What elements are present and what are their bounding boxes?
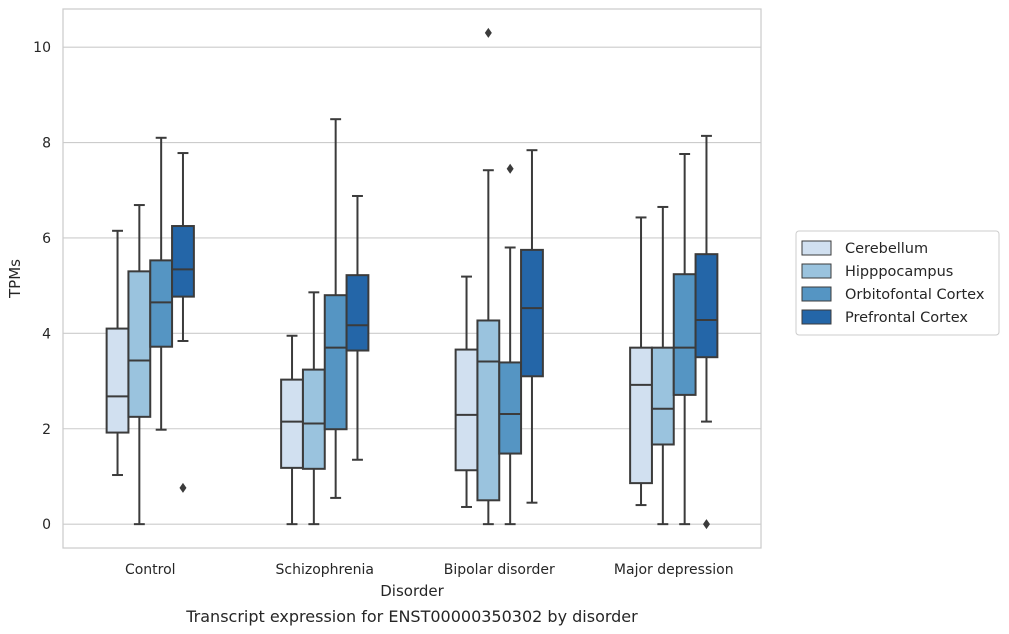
x-axis-ticks: Control Schizophrenia Bipolar disorder Majo… [125, 562, 734, 578]
x-tick-label: Bipolar disorder [444, 562, 555, 578]
box-iqr [672, 273, 697, 396]
y-tick-label: 6 [42, 231, 51, 247]
y-axis-ticks: 0 2 4 6 8 10 [33, 40, 51, 533]
outlier-point [702, 519, 710, 530]
legend-swatch [801, 286, 832, 302]
box-iqr [694, 253, 719, 359]
legend: Cerebellum Hipppocampus Orbitofontal Corte… [795, 230, 1000, 336]
box-prefrontal-cortex [694, 134, 719, 530]
box-cerebellum [454, 275, 479, 508]
outlier-point [506, 163, 514, 174]
legend-label: Cerebellum [845, 241, 928, 257]
box-orbitofontal-cortex [323, 118, 348, 499]
box-prefrontal-cortex [345, 194, 370, 461]
box-iqr [127, 270, 152, 418]
y-tick-label: 2 [42, 422, 51, 438]
x-tick-label: Schizophrenia [276, 562, 374, 578]
box-hipppocampus [476, 27, 501, 526]
y-tick-label: 10 [33, 40, 51, 56]
figure-caption: Transcript expression for ENST0000035030… [185, 607, 638, 626]
box-orbitofontal-cortex [672, 153, 697, 526]
plot-area-frame [62, 8, 762, 549]
box-iqr [323, 294, 348, 431]
box-cerebellum [105, 229, 130, 477]
boxes [105, 27, 719, 530]
outlier-point [179, 482, 187, 493]
legend-swatch [801, 263, 832, 279]
box-iqr [345, 274, 370, 352]
box-prefrontal-cortex [171, 152, 195, 493]
box-iqr [454, 348, 479, 472]
legend-frame [795, 230, 1000, 336]
box-iqr [105, 327, 130, 434]
box-iqr [650, 346, 675, 446]
legend-swatch [801, 240, 832, 256]
legend-swatch [801, 309, 832, 325]
box-iqr [149, 259, 174, 348]
x-tick-label: Control [125, 562, 176, 578]
box-prefrontal-cortex [520, 149, 544, 504]
legend-label: Orbitofontal Cortex [845, 287, 985, 303]
box-cerebellum [629, 216, 653, 507]
box-cerebellum [280, 334, 304, 526]
x-axis-label: Disorder [380, 582, 444, 600]
box-hipppocampus [301, 291, 326, 526]
outlier-point [484, 27, 492, 38]
box-orbitofontal-cortex [498, 163, 523, 526]
box-orbitofontal-cortex [149, 136, 174, 431]
y-tick-label: 4 [42, 326, 51, 342]
box-iqr [520, 248, 544, 378]
box-iqr [476, 319, 501, 502]
legend-label: Hipppocampus [845, 264, 953, 280]
y-tick-label: 8 [42, 136, 51, 152]
box-hipppocampus [127, 204, 152, 526]
box-iqr [301, 368, 326, 470]
box-iqr [280, 378, 304, 469]
y-tick-label: 0 [42, 517, 51, 533]
y-axis-label: TPMs [6, 259, 24, 299]
box-iqr [498, 361, 523, 455]
box-hipppocampus [650, 205, 675, 526]
legend-label: Prefrontal Cortex [845, 310, 968, 326]
x-tick-label: Major depression [614, 562, 734, 578]
box-iqr [171, 225, 195, 298]
box-iqr [629, 346, 653, 485]
